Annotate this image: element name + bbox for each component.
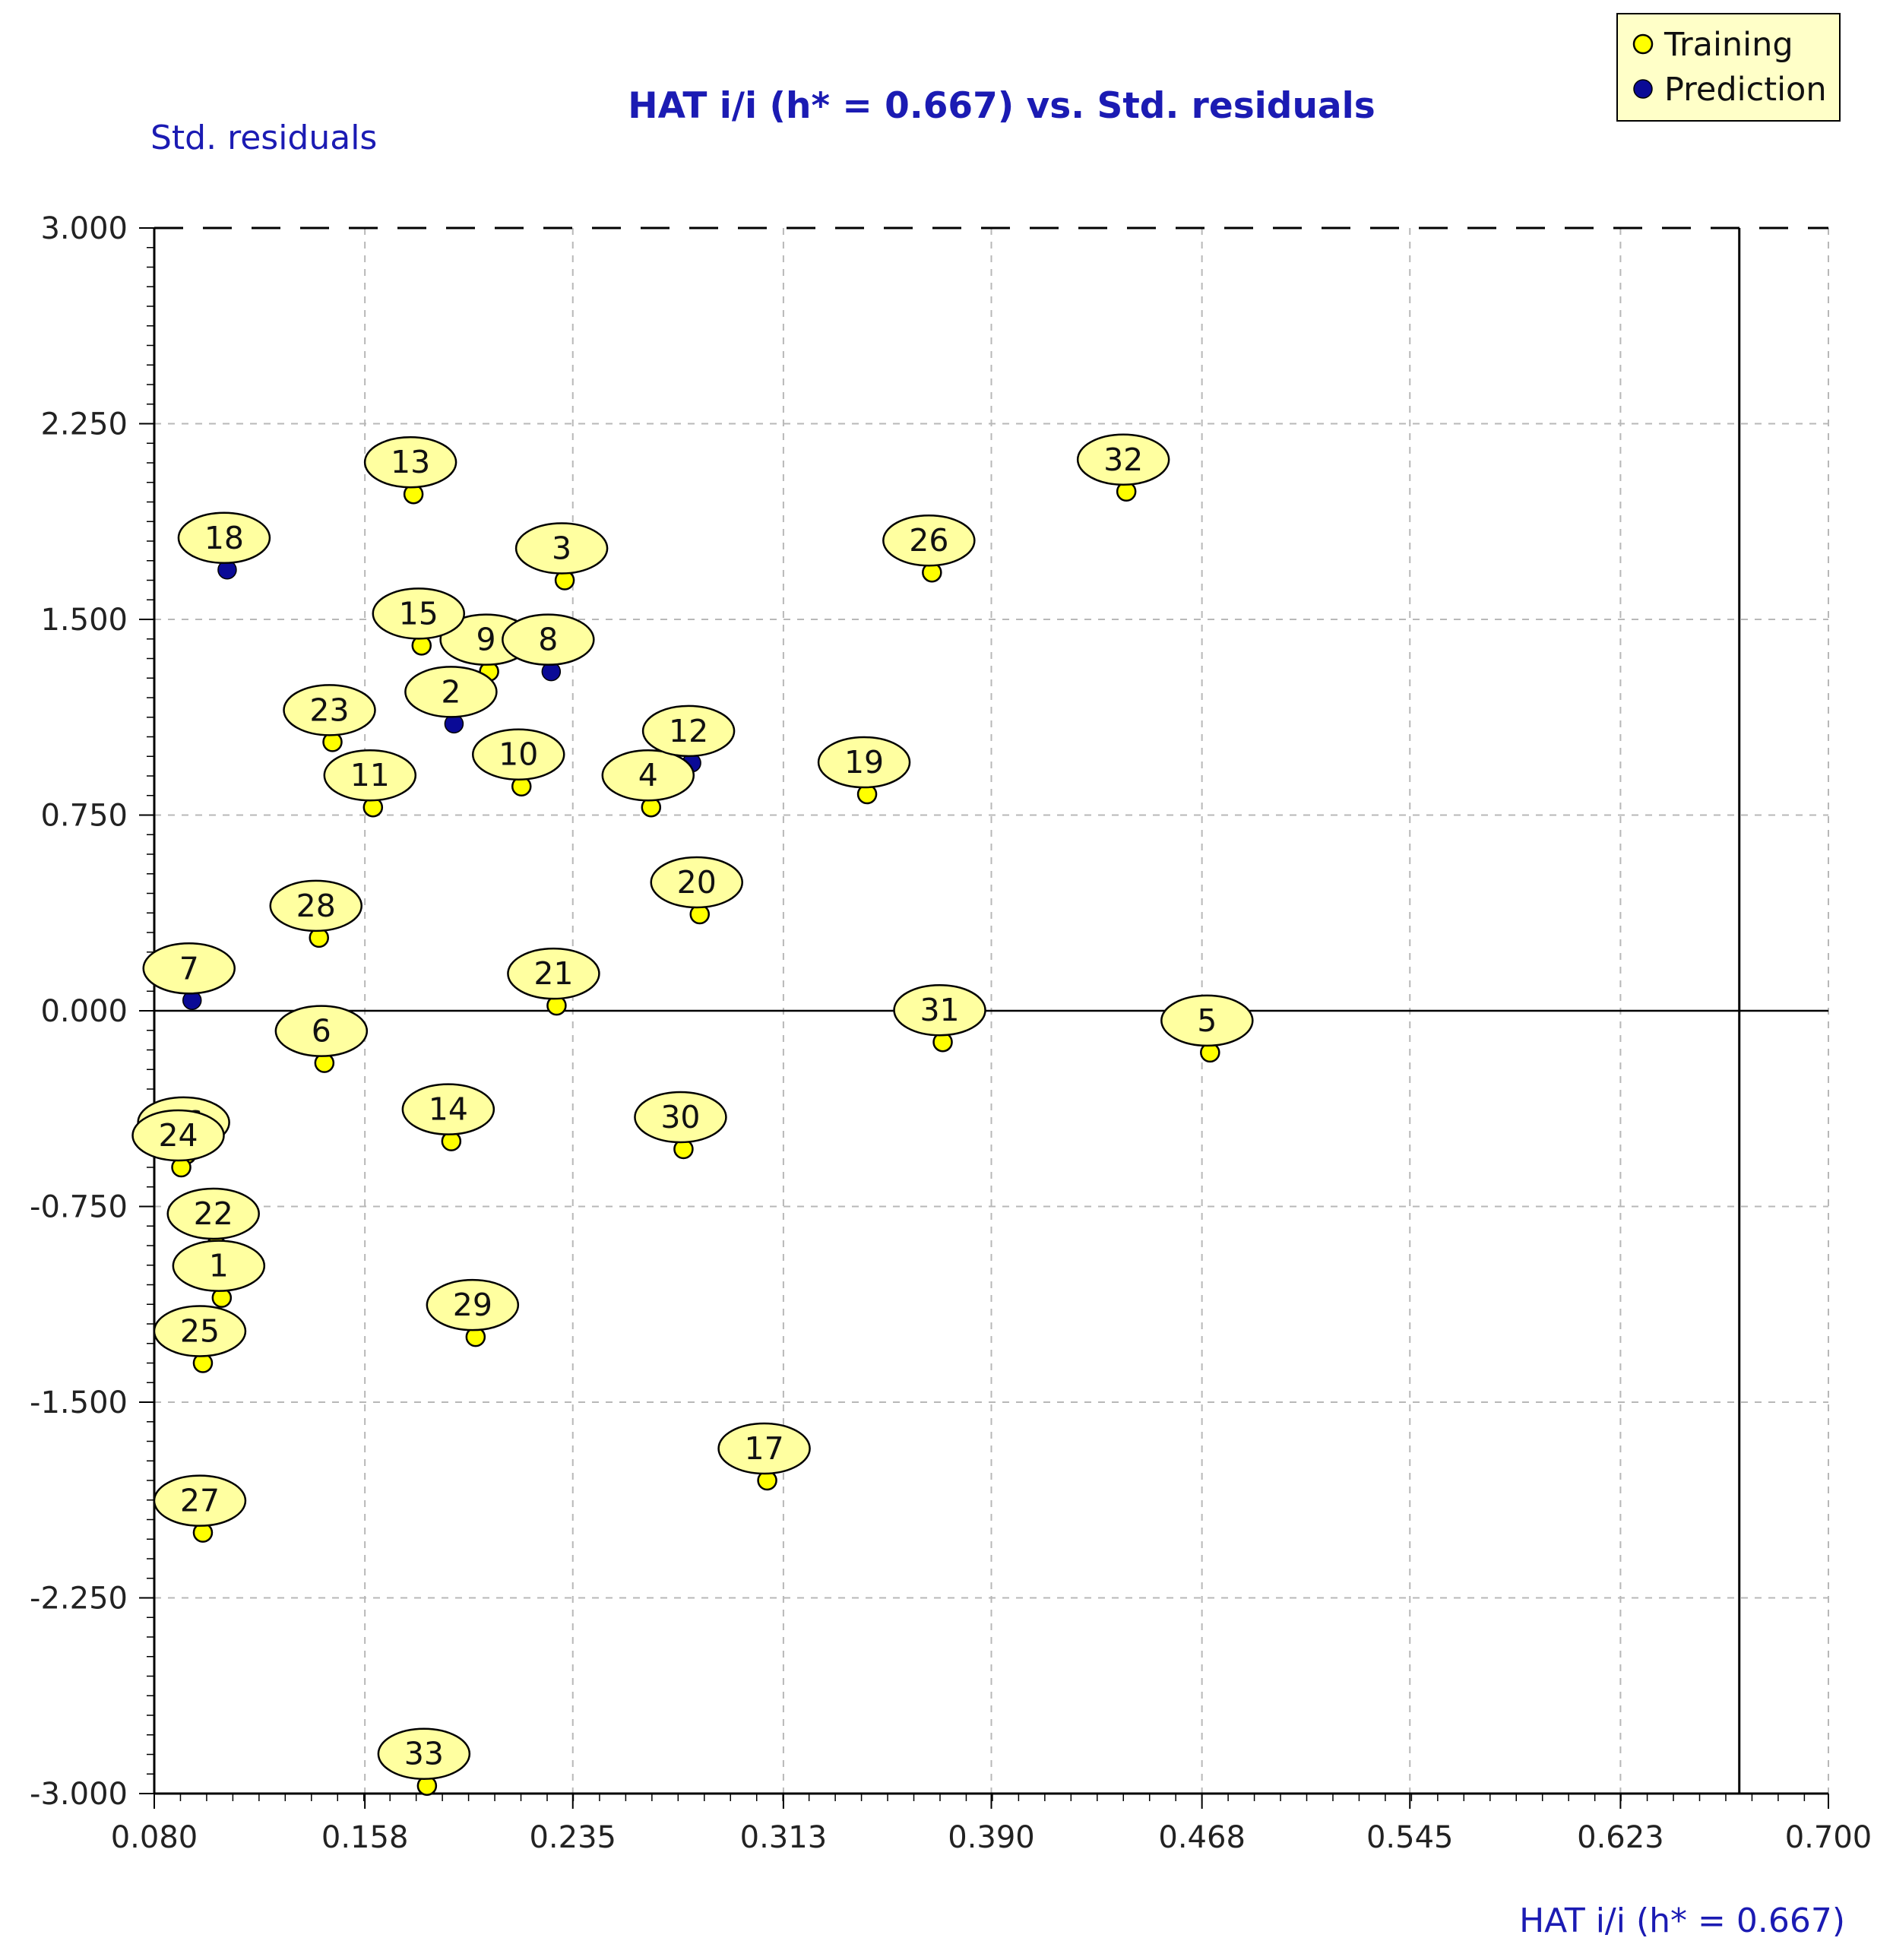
point-label-bubble: [641, 705, 736, 758]
point-label: 23: [309, 692, 349, 728]
point-label: 33: [404, 1736, 444, 1772]
legend-training-marker: [1632, 33, 1654, 55]
point-label-bubble: [153, 1474, 247, 1527]
x-tick-label: 0.313: [740, 1820, 828, 1855]
point-label-bubble: [1160, 994, 1254, 1047]
point-label: 10: [499, 736, 538, 773]
legend-prediction-label: Prediction: [1664, 71, 1827, 109]
point-label: 1: [209, 1248, 229, 1284]
point-label: 26: [909, 522, 948, 559]
point-label: 3: [552, 530, 571, 567]
point-label-bubble: [177, 511, 271, 565]
point-label: 32: [1103, 442, 1143, 478]
point-labels: 1345691011131415161719202122232425262728…: [131, 433, 1254, 1780]
y-tick-label: 2.250: [40, 407, 128, 442]
point-label-bubble: [426, 1278, 520, 1331]
point-label-bubble: [323, 749, 417, 802]
point-label-bubble: [882, 514, 976, 567]
point-label: 22: [194, 1195, 233, 1232]
point-label: 24: [158, 1117, 198, 1154]
y-tick-label: 0.750: [40, 799, 128, 834]
point-label-bubble: [817, 736, 911, 789]
point-label: 12: [669, 713, 708, 749]
point-label-bubble: [717, 1422, 811, 1475]
point-label: 2: [441, 673, 461, 710]
data-points: [171, 481, 1220, 1796]
y-tick-label: 3.000: [40, 211, 128, 246]
point-label-bubble: [153, 1305, 247, 1357]
x-tick-label: 0.545: [1366, 1820, 1454, 1855]
point-label: 6: [312, 1013, 331, 1050]
point-label-bubble: [601, 749, 695, 802]
point-label: 28: [296, 888, 336, 924]
x-tick-label: 0.390: [948, 1820, 1035, 1855]
chart-title: HAT i/i (h* = 0.667) vs. Std. residuals: [628, 85, 1375, 127]
point-label-bubble: [514, 522, 609, 575]
point-label-bubble: [404, 666, 498, 718]
point-label-bubble: [507, 947, 600, 1000]
point-label: 30: [660, 1099, 700, 1135]
point-label: 17: [744, 1430, 783, 1467]
x-tick-label: 0.158: [321, 1820, 409, 1855]
point-label-bubble: [372, 587, 466, 640]
point-label-bubble: [634, 1091, 727, 1144]
y-tick-label: -2.250: [30, 1582, 128, 1616]
point-label-bubble: [142, 942, 236, 995]
x-tick-label: 0.700: [1785, 1820, 1872, 1855]
point-label: 4: [638, 757, 658, 793]
point-label: 20: [677, 864, 717, 901]
axes: 0.080 0.158 0.235 0.313 0.390 0.468 0.545 0.623…: [30, 211, 1872, 1855]
point-label-bubble: [283, 684, 376, 736]
point-label: 27: [180, 1483, 220, 1519]
point-label-bubble: [274, 1005, 369, 1057]
point-label: 7: [179, 950, 199, 986]
point-label: 25: [180, 1313, 220, 1350]
x-axis-title: HAT i/i (h* = 0.667): [1519, 1901, 1845, 1940]
point-label-bubble: [172, 1240, 266, 1292]
point-label: 9: [476, 622, 496, 658]
x-tick-label: 0.468: [1158, 1820, 1246, 1855]
point-label-bubble: [166, 1187, 260, 1240]
point-label: 29: [453, 1287, 492, 1323]
x-tick-label: 0.080: [111, 1820, 198, 1855]
y-tick-label: 1.500: [40, 603, 128, 638]
point-label-bubble: [471, 728, 565, 781]
y-tick-label: -1.500: [30, 1385, 128, 1420]
y-tick-label: 0.000: [40, 994, 128, 1029]
reference-lines: [154, 226, 1828, 1795]
point-label: 18: [204, 520, 244, 556]
point-label: 13: [391, 444, 430, 480]
y-tick-label: -0.750: [30, 1190, 128, 1225]
point-label-bubble: [131, 1109, 225, 1162]
point-label-bubble: [401, 1083, 495, 1135]
point-label: 15: [399, 595, 438, 632]
y-tick-label: -3.000: [30, 1777, 128, 1812]
point-label-bubble: [363, 435, 457, 489]
x-tick-label: 0.623: [1577, 1820, 1664, 1855]
point-label-bubble: [377, 1727, 471, 1780]
point-label: 19: [844, 744, 884, 781]
legend: Training Prediction: [1616, 13, 1841, 122]
point-label-bubble: [650, 856, 744, 909]
point-label: 31: [920, 992, 959, 1028]
point-label-bubble: [269, 879, 362, 933]
legend-box: [1616, 13, 1841, 122]
legend-training-label: Training: [1663, 26, 1793, 64]
point-label-bubble: [893, 983, 986, 1037]
point-label: 11: [350, 757, 390, 793]
point-label-bubble: [1076, 433, 1170, 486]
point-label-bubble: [502, 613, 595, 666]
point-label: 5: [1197, 1002, 1217, 1039]
y-axis-title: Std. residuals: [150, 119, 377, 157]
legend-prediction-marker: [1633, 79, 1653, 99]
point-label: 14: [429, 1091, 468, 1128]
x-tick-label: 0.235: [529, 1820, 616, 1855]
point-label: 8: [538, 622, 558, 658]
point-label: 21: [533, 955, 573, 992]
